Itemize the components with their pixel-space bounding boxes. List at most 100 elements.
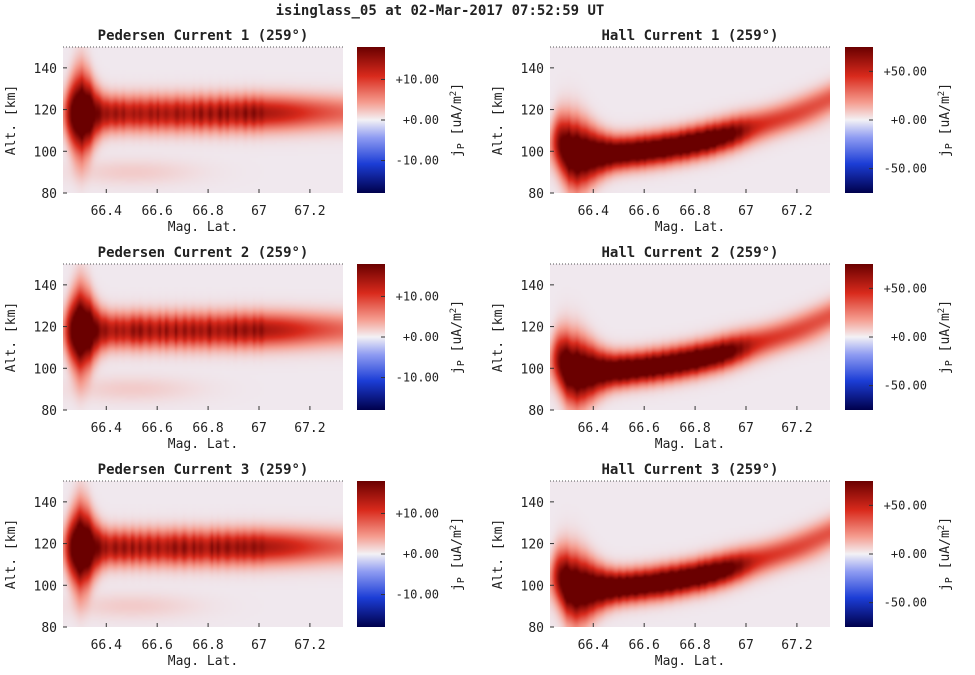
colorbar-label: jP [uA/m2] (937, 517, 955, 591)
colorbar-tick-label: -50.00 (884, 596, 927, 610)
y-tick-label: 80 (528, 404, 544, 419)
x-tick-label: 66.6 (629, 638, 660, 653)
x-tick-label: 66.4 (578, 421, 609, 436)
panel-2: Hall Current 1 (259°) 66.4 66.6 66.8 67 67.2 8… (491, 28, 955, 235)
x-tick-label: 66.4 (578, 204, 609, 219)
colorbar-tick-label: +10.00 (396, 506, 439, 520)
x-tick-label: 66.6 (629, 204, 660, 219)
y-tick-label: 80 (41, 187, 57, 202)
panel-4: Hall Current 2 (259°) 66.4 66.6 66.8 67 67.2 8… (491, 245, 955, 452)
colorbar-tick-label: -50.00 (884, 379, 927, 393)
y-tick-label: 80 (41, 404, 57, 419)
colorbar-label: jP [uA/m2] (449, 83, 467, 157)
colorbar-tick-label: +50.00 (884, 498, 927, 512)
y-tick-label: 120 (34, 538, 57, 553)
heatmap-image (550, 481, 830, 627)
y-axis-label: Alt. [km] (4, 519, 19, 589)
colorbar-tick-label: +0.00 (403, 330, 439, 344)
panel-title: Pedersen Current 3 (259°) (98, 462, 309, 478)
colorbar-tick-label: -10.00 (396, 588, 439, 602)
x-tick-label: 67 (738, 421, 754, 436)
x-axis-label: Mag. Lat. (168, 437, 238, 452)
y-tick-label: 100 (34, 579, 57, 594)
colorbar (845, 481, 873, 627)
y-axis-label: Alt. [km] (4, 302, 19, 372)
x-tick-label: 67 (251, 204, 267, 219)
y-tick-label: 100 (34, 362, 57, 377)
colorbar-label: jP [uA/m2] (449, 300, 467, 374)
x-tick-label: 66.4 (91, 421, 122, 436)
heatmap-image (550, 264, 830, 410)
y-tick-label: 80 (528, 187, 544, 202)
colorbar-tick-label: +50.00 (884, 64, 927, 78)
y-tick-label: 100 (521, 579, 544, 594)
colorbar (357, 481, 385, 627)
y-tick-label: 140 (34, 62, 57, 77)
colorbar-label: jP [uA/m2] (937, 83, 955, 157)
colorbar-label: jP [uA/m2] (449, 517, 467, 591)
x-axis-label: Mag. Lat. (168, 220, 238, 235)
y-axis-label: Alt. [km] (491, 519, 506, 589)
y-tick-label: 80 (528, 621, 544, 636)
x-tick-label: 66.6 (142, 421, 173, 436)
x-tick-label: 66.6 (142, 204, 173, 219)
colorbar (845, 264, 873, 410)
x-tick-label: 67.2 (294, 421, 325, 436)
x-tick-label: 66.8 (192, 204, 223, 219)
x-tick-label: 67 (738, 204, 754, 219)
panel-title: Hall Current 3 (259°) (601, 462, 778, 478)
y-tick-label: 120 (34, 321, 57, 336)
panel-title: Pedersen Current 2 (259°) (98, 245, 309, 261)
x-axis-label: Mag. Lat. (655, 220, 725, 235)
x-axis-label: Mag. Lat. (168, 654, 238, 669)
y-tick-label: 140 (521, 279, 544, 294)
colorbar-tick-label: -50.00 (884, 162, 927, 176)
x-tick-label: 67.2 (781, 638, 812, 653)
colorbar-tick-label: +10.00 (396, 72, 439, 86)
x-tick-label: 67.2 (781, 421, 812, 436)
colorbar-tick-label: +50.00 (884, 281, 927, 295)
x-tick-label: 66.8 (679, 638, 710, 653)
x-tick-label: 67.2 (781, 204, 812, 219)
x-tick-label: 66.8 (192, 638, 223, 653)
colorbar-label: jP [uA/m2] (937, 300, 955, 374)
colorbar-tick-label: +0.00 (403, 547, 439, 561)
y-tick-label: 140 (521, 496, 544, 511)
y-tick-label: 120 (521, 321, 544, 336)
panel-title: Hall Current 1 (259°) (601, 28, 778, 44)
panel-3: Pedersen Current 2 (259°) 66.4 66.6 66.8 67 6… (4, 245, 467, 452)
y-tick-label: 100 (521, 362, 544, 377)
x-tick-label: 67.2 (294, 204, 325, 219)
y-tick-label: 80 (41, 621, 57, 636)
y-tick-label: 120 (521, 104, 544, 119)
colorbar (357, 264, 385, 410)
y-axis-label: Alt. [km] (491, 85, 506, 155)
x-tick-label: 66.8 (679, 421, 710, 436)
colorbar-tick-label: -10.00 (396, 371, 439, 385)
colorbar-tick-label: +0.00 (891, 547, 927, 561)
colorbar-tick-label: +0.00 (891, 330, 927, 344)
heatmap-image (63, 481, 343, 627)
y-tick-label: 140 (34, 279, 57, 294)
heatmap-image (550, 47, 830, 193)
heatmap-image (63, 264, 343, 410)
x-tick-label: 66.8 (679, 204, 710, 219)
x-tick-label: 67.2 (294, 638, 325, 653)
x-tick-label: 66.4 (91, 638, 122, 653)
x-tick-label: 66.4 (578, 638, 609, 653)
panel-5: Pedersen Current 3 (259°) 66.4 66.6 66.8 67 6… (4, 462, 467, 669)
y-tick-label: 120 (521, 538, 544, 553)
x-tick-label: 66.4 (91, 204, 122, 219)
x-axis-label: Mag. Lat. (655, 437, 725, 452)
figure-suptitle: isinglass_05 at 02-Mar-2017 07:52:59 UT (276, 3, 605, 19)
y-tick-label: 100 (521, 145, 544, 160)
colorbar-tick-label: -10.00 (396, 154, 439, 168)
colorbar (357, 47, 385, 193)
y-axis-label: Alt. [km] (4, 85, 19, 155)
y-axis-label: Alt. [km] (491, 302, 506, 372)
y-tick-label: 120 (34, 104, 57, 119)
y-tick-label: 140 (521, 62, 544, 77)
x-tick-label: 66.8 (192, 421, 223, 436)
colorbar (845, 47, 873, 193)
